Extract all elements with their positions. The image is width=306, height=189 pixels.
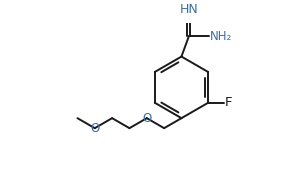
Text: O: O xyxy=(90,122,99,135)
Text: HN: HN xyxy=(179,2,198,15)
Text: NH₂: NH₂ xyxy=(210,30,232,43)
Text: O: O xyxy=(142,112,151,125)
Text: F: F xyxy=(224,96,232,109)
